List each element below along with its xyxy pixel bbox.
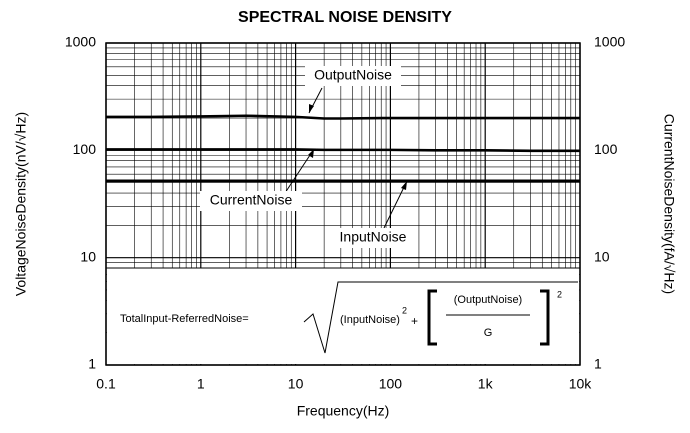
series-line [106,148,580,153]
formula-background [107,268,579,364]
chart-title: SPECTRAL NOISE DENSITY [238,9,452,26]
radical [303,281,578,354]
bracket [427,289,437,346]
y2-tick-label: 100 [594,141,618,157]
x-tick-label: 10 [288,376,304,392]
x-tick-label: 10k [569,376,593,392]
x-tick-label: 100 [379,376,403,392]
bracket [540,289,550,346]
y2-tick-label: 10 [594,248,610,264]
x-tick-label: 0.1 [96,376,116,392]
series-line [106,114,580,120]
label-background [305,66,401,86]
formula-denominator: G [484,327,493,339]
arrow [284,148,315,194]
plot-frame [105,42,581,366]
y2-axis-label: CurrentNoiseDensity(fA/√Hz) [661,114,677,294]
formula-exponent: 2 [402,305,407,315]
label-background [200,191,302,211]
y2-tick-label: 1000 [594,34,625,50]
label-background [330,228,416,248]
series-label: OutputNoise [314,67,392,83]
annotations: OutputNoise CurrentNoise InputNoise [200,66,416,248]
formula-numerator: (OutputNoise) [454,294,522,306]
y-tick-label: 10 [80,248,96,264]
lines [106,114,580,183]
x-tick-label: 1 [197,376,205,392]
formula-plus: + [411,314,418,328]
formula-box: TotalInput-ReferredNoise= (InputNoise) 2… [106,267,580,364]
arrow-head [401,181,407,190]
arrow-head [309,104,314,113]
y-axis-label: VoltageNoiseDensity(nV/√Hz) [13,112,29,296]
series-label: InputNoise [340,229,407,245]
formula-label: TotalInput-ReferredNoise= [120,313,249,325]
y2-tick-label: 1 [594,356,602,372]
formula-term: (InputNoise) [340,314,400,326]
y-tick-label: 100 [73,141,97,157]
y-tick-label: 1 [88,356,96,372]
series-label: CurrentNoise [210,192,293,208]
formula-exponent: 2 [557,289,562,299]
y-tick-label: 1000 [65,34,96,50]
arrow-head [308,149,314,158]
x-axis-label: Frequency(Hz) [297,403,390,419]
x-tick-label: 1k [478,376,494,392]
